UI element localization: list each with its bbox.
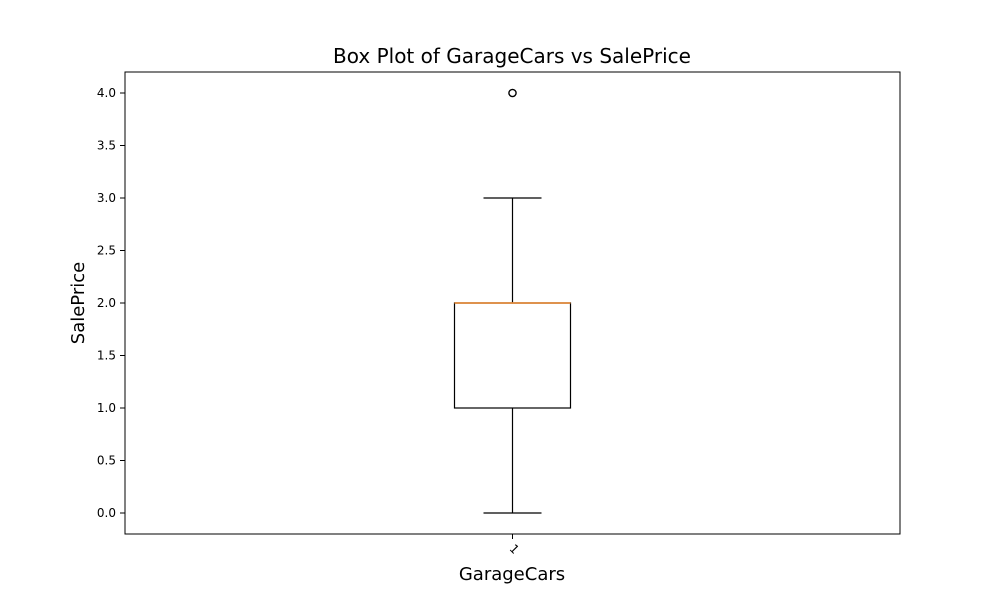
outlier-point (508, 88, 517, 98)
y-tick-label: 2.0 (97, 296, 116, 310)
y-tick-label: 1.5 (97, 349, 116, 363)
y-axis: 0.0 0.5 1.0 1.5 2.0 2.5 3.0 3.5 4.0 (97, 86, 125, 520)
y-tick-label: 3.5 (97, 139, 116, 153)
chart-title: Box Plot of GarageCars vs SalePrice (333, 44, 691, 68)
x-axis-label: GarageCars (459, 564, 565, 585)
box-iqr (453, 302, 572, 409)
boxes-group (453, 88, 572, 514)
y-tick-label: 1.0 (97, 401, 116, 415)
x-tick-label: 1 (507, 542, 522, 557)
y-tick-label: 4.0 (97, 86, 116, 100)
y-tick-label: 0.5 (97, 454, 116, 468)
x-axis: 1 (507, 534, 522, 557)
y-tick-label: 2.5 (97, 244, 116, 258)
y-tick-label: 3.0 (97, 191, 116, 205)
y-axis-label: SalePrice (68, 262, 89, 344)
y-tick-label: 0.0 (97, 506, 116, 520)
